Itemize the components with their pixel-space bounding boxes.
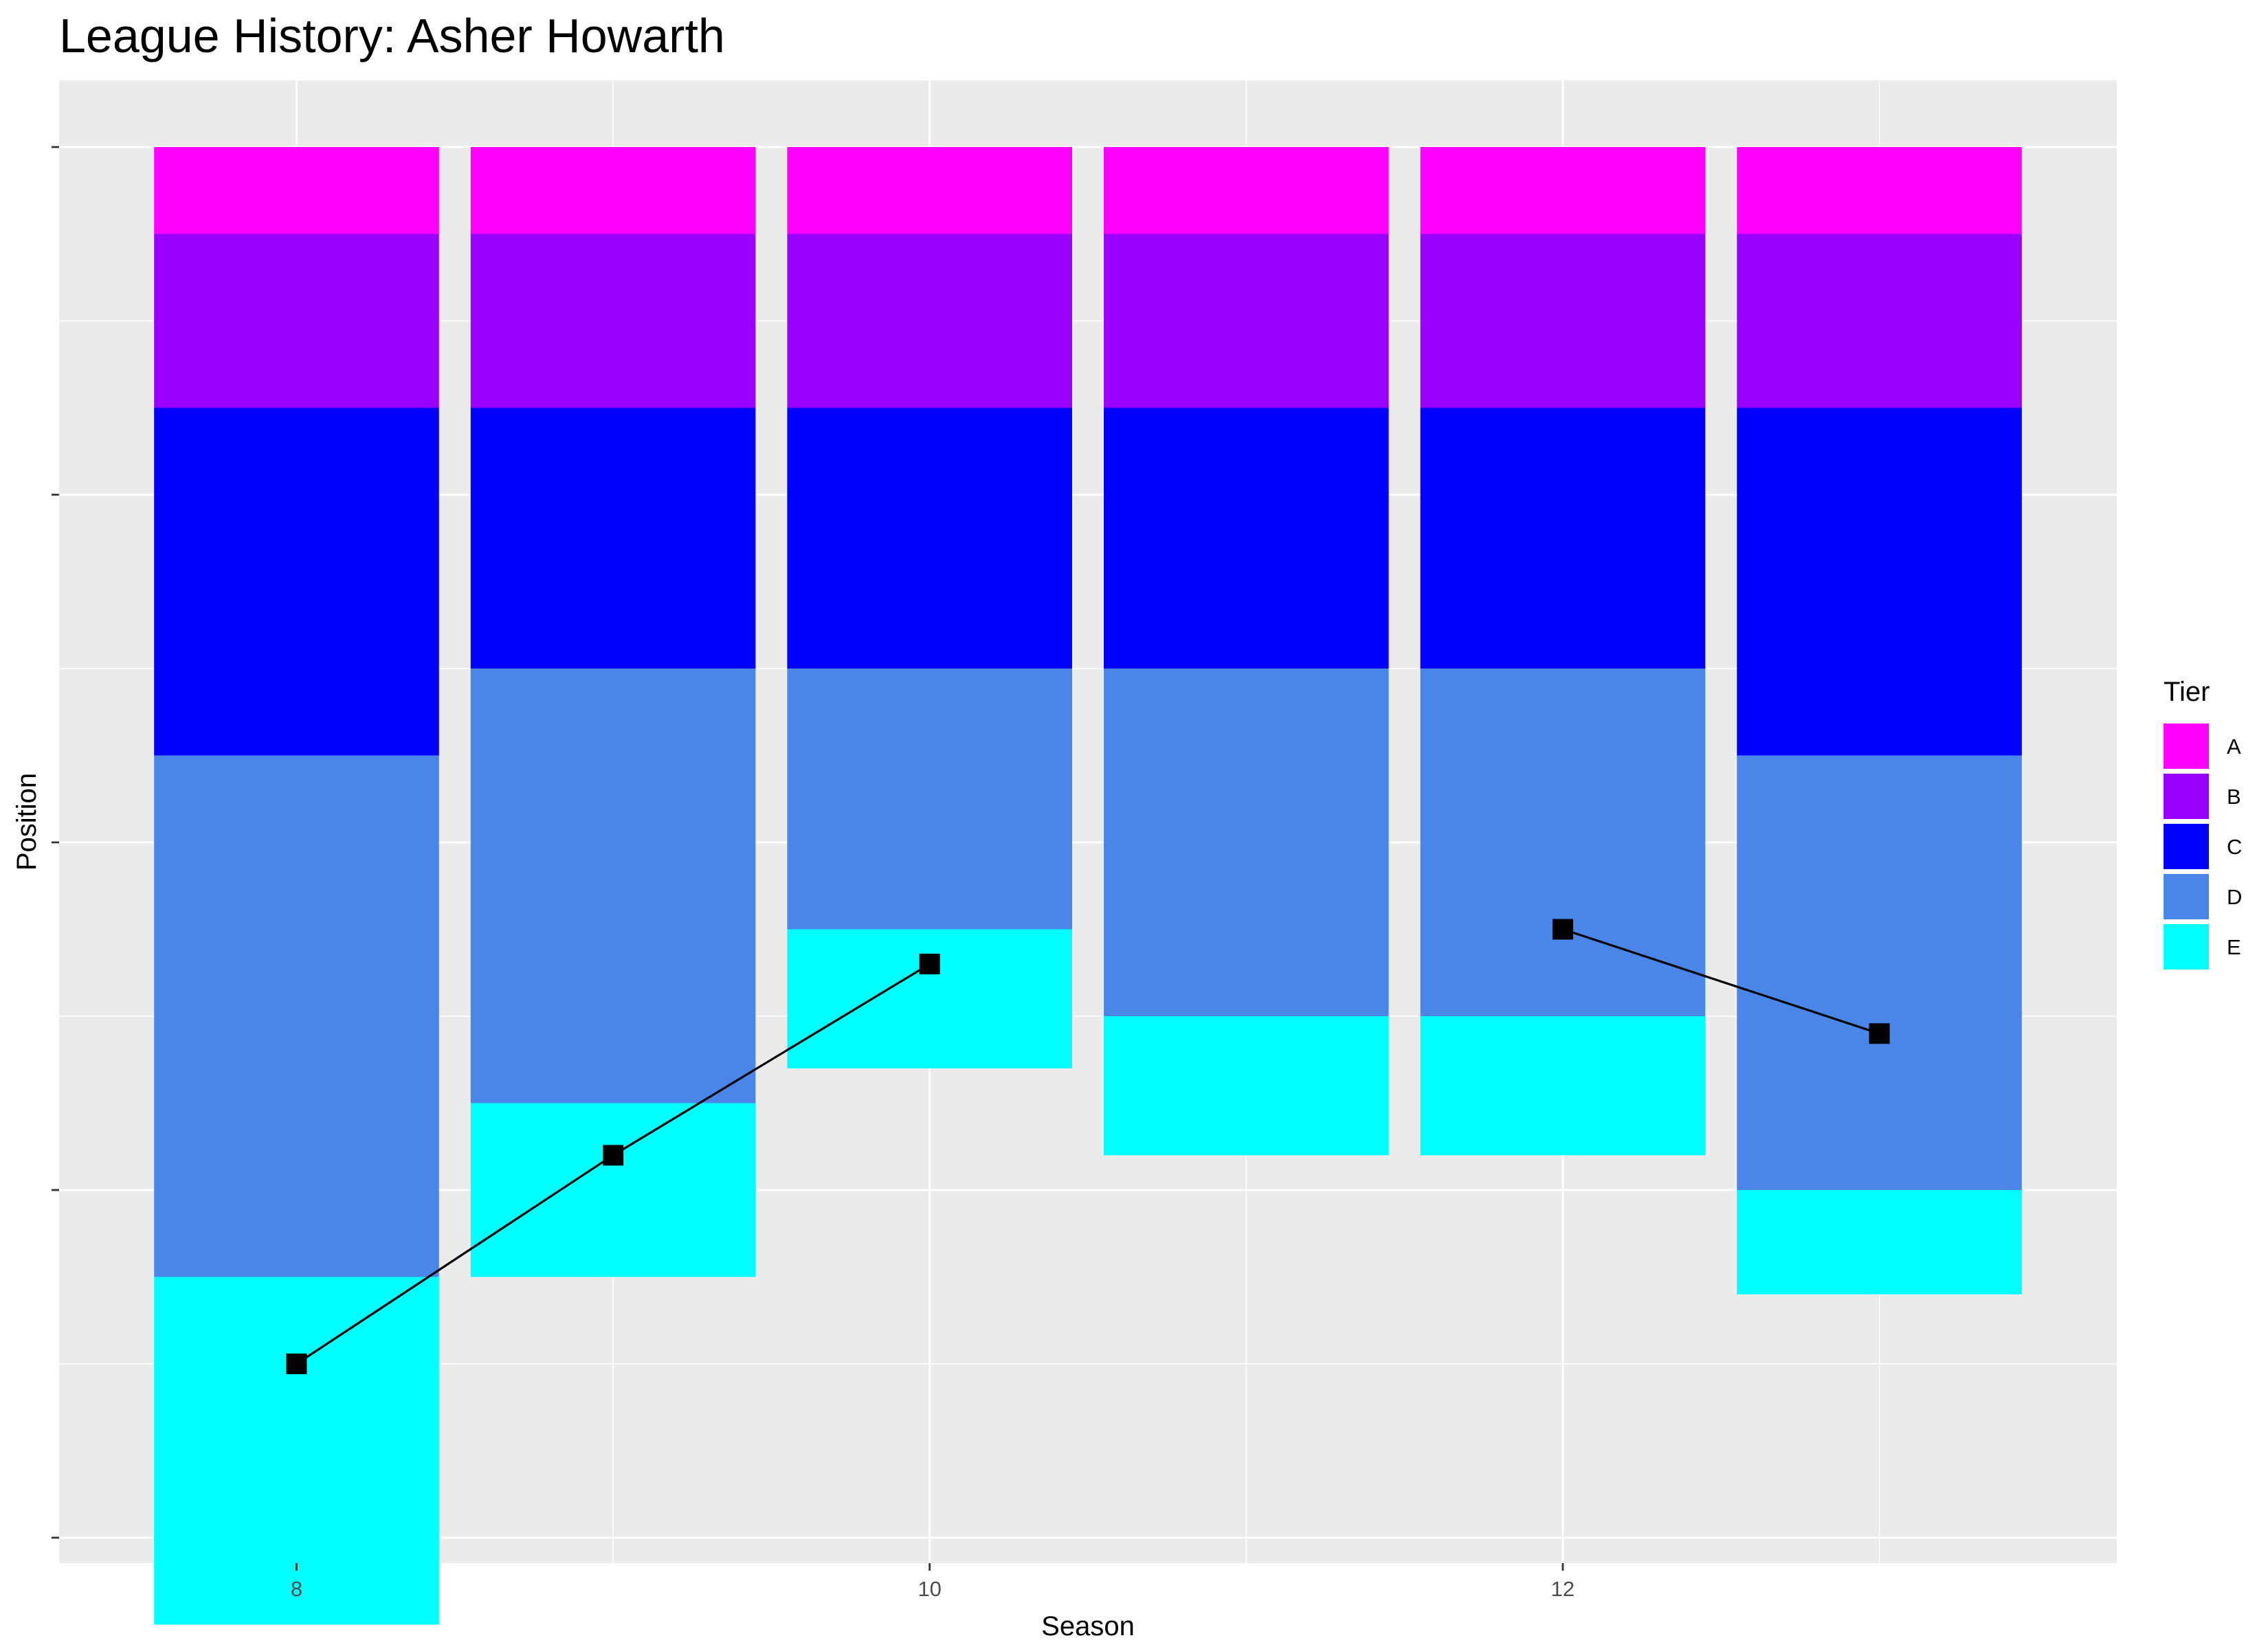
legend-label-e: E <box>2227 935 2241 959</box>
bar-segment-tier-b <box>154 234 439 408</box>
x-tick-label: 12 <box>1551 1577 1575 1601</box>
bar-segment-tier-c <box>154 407 439 756</box>
chart-title: League History: Asher Howarth <box>59 9 725 63</box>
position-point-season-8 <box>286 1354 307 1374</box>
bar-segment-tier-b <box>470 234 756 408</box>
bar-segment-tier-d <box>1420 669 1706 1016</box>
legend: Tier A B C D E <box>2164 677 2242 969</box>
bar-segment-tier-a <box>1104 147 1389 234</box>
bar-segment-tier-e <box>154 1277 439 1625</box>
x-axis-title: Season <box>1041 1611 1135 1641</box>
position-point-season-12 <box>1552 919 1573 940</box>
x-tick-label: 10 <box>918 1577 941 1601</box>
legend-key-d <box>2164 874 2209 919</box>
bar-segment-tier-e <box>1104 1016 1389 1156</box>
season-bar-13 <box>1737 147 2022 1294</box>
bar-segment-tier-a <box>1420 147 1706 234</box>
season-bar-11 <box>1104 147 1389 1156</box>
season-bar-9 <box>470 147 756 1277</box>
season-bar-8 <box>154 147 439 1625</box>
bar-segment-tier-a <box>1737 147 2022 234</box>
bar-segment-tier-a <box>470 147 756 234</box>
position-line-segment <box>1562 928 1880 1035</box>
season-bar-10 <box>787 147 1072 1068</box>
bar-segment-tier-b <box>1737 234 2022 408</box>
y-axis-title: Position <box>12 773 42 871</box>
bar-segment-tier-c <box>470 407 756 669</box>
position-line <box>286 919 1890 1374</box>
legend-label-c: C <box>2227 835 2242 859</box>
axes: 8 10 12 <box>52 146 1575 1601</box>
bar-segment-tier-b <box>1420 234 1706 408</box>
legend-key-a <box>2164 723 2209 769</box>
position-point-season-13 <box>1869 1023 1890 1044</box>
position-point-season-10 <box>919 954 940 975</box>
bar-segment-tier-b <box>1104 234 1389 408</box>
bar-segment-tier-a <box>154 147 439 234</box>
tier-bars <box>154 147 2022 1625</box>
bar-segment-tier-e <box>1737 1190 2022 1294</box>
bar-segment-tier-c <box>1104 407 1389 669</box>
legend-label-b: B <box>2227 785 2241 809</box>
position-point-season-9 <box>603 1145 624 1166</box>
bar-segment-tier-c <box>1420 407 1706 669</box>
bar-segment-tier-b <box>787 234 1072 408</box>
bar-segment-tier-d <box>154 755 439 1277</box>
bar-segment-tier-c <box>787 407 1072 669</box>
x-tick-label: 8 <box>291 1577 302 1601</box>
legend-label-a: A <box>2227 734 2241 759</box>
legend-key-e <box>2164 924 2209 969</box>
bar-segment-tier-c <box>1737 407 2022 756</box>
bar-segment-tier-e <box>1420 1016 1706 1156</box>
bar-segment-tier-d <box>1104 669 1389 1016</box>
legend-title: Tier <box>2164 677 2210 707</box>
bar-segment-tier-e <box>470 1103 756 1277</box>
legend-key-b <box>2164 774 2209 819</box>
bar-segment-tier-e <box>787 929 1072 1068</box>
season-bar-12 <box>1420 147 1706 1156</box>
bar-segment-tier-a <box>787 147 1072 234</box>
bar-segment-tier-d <box>787 669 1072 930</box>
legend-label-d: D <box>2227 885 2242 909</box>
legend-key-c <box>2164 824 2209 869</box>
bar-segment-tier-d <box>1737 755 2022 1190</box>
bar-segment-tier-d <box>470 669 756 1103</box>
